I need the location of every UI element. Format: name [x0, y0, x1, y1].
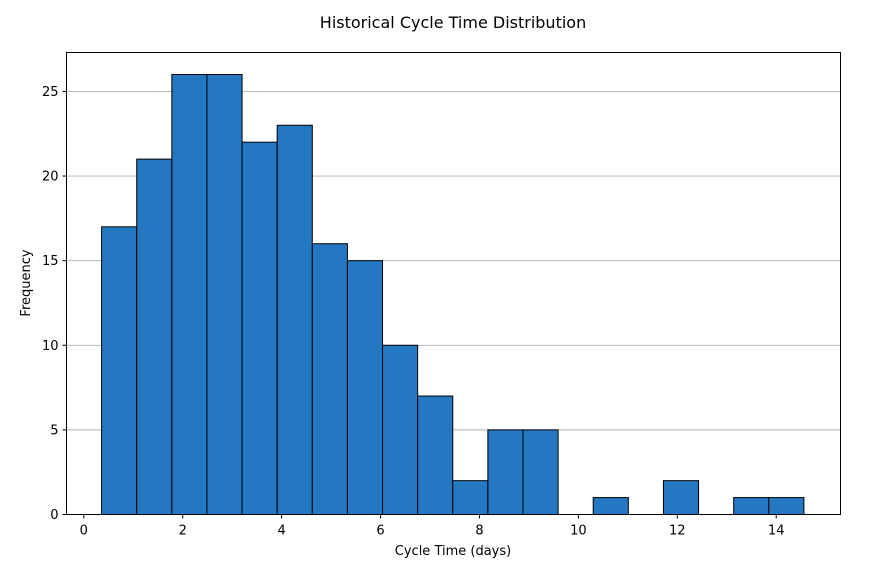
histogram-bar — [592, 497, 629, 516]
y-tick-label: 0 — [50, 508, 58, 523]
x-tick-label: 14 — [768, 524, 785, 539]
chart-title: Historical Cycle Time Distribution — [320, 13, 586, 32]
x-tick-label: 10 — [570, 524, 587, 539]
histogram-bar — [136, 158, 173, 515]
x-tick-label: 0 — [80, 524, 88, 539]
histogram-bar — [487, 429, 524, 515]
histogram-bar — [452, 480, 489, 515]
histogram-bar — [206, 74, 243, 515]
x-axis: 0 2 4 6 8 10 12 14 — [80, 514, 785, 539]
histogram-bar — [662, 480, 700, 515]
histogram-bar — [171, 74, 208, 515]
histogram-bar — [346, 260, 384, 515]
y-tick-label: 15 — [42, 254, 59, 269]
y-tick-label: 5 — [50, 423, 58, 438]
histogram-bar — [522, 429, 559, 515]
histogram-bar — [311, 243, 348, 515]
histogram-bar — [768, 497, 805, 516]
x-tick-label: 12 — [669, 524, 686, 539]
y-tick-label: 10 — [42, 339, 59, 354]
y-tick-label: 20 — [42, 170, 59, 185]
x-tick-label: 8 — [475, 524, 483, 539]
histogram-bar — [276, 124, 313, 516]
x-tick-label: 2 — [179, 524, 187, 539]
histogram-bar — [382, 344, 419, 515]
histogram-bar — [101, 226, 138, 516]
histogram-bar — [417, 395, 454, 515]
histogram-bar — [733, 497, 770, 516]
plot-frame — [66, 52, 841, 515]
x-tick-label: 4 — [277, 524, 285, 539]
y-tick-label: 25 — [42, 85, 59, 100]
histogram-bars — [101, 74, 805, 516]
x-tick-label: 6 — [376, 524, 384, 539]
histogram-bar — [241, 141, 278, 515]
y-axis-label: Frequency — [19, 249, 34, 316]
x-axis-label: Cycle Time (days) — [395, 544, 511, 559]
y-axis: 0 5 10 15 20 25 — [42, 85, 67, 523]
